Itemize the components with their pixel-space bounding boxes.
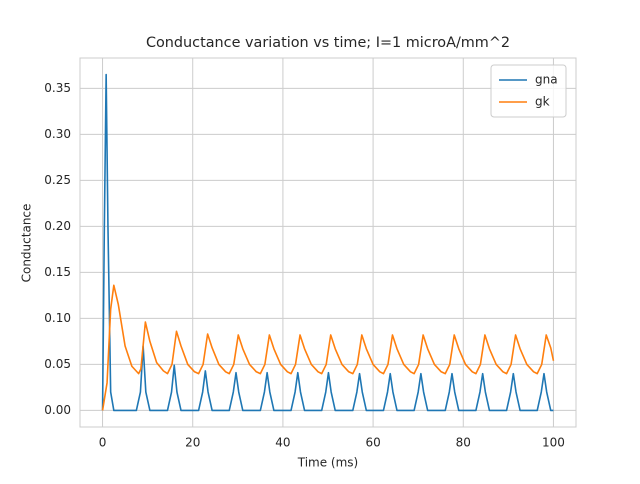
x-tick-label: 60: [365, 436, 380, 450]
legend: gna gk: [490, 64, 567, 118]
y-tick-label: 0.30: [44, 127, 71, 141]
line-series: [101, 73, 554, 412]
y-axis-label: Conductance: [20, 204, 34, 283]
x-tick-label: 80: [456, 436, 471, 450]
line-series: [101, 284, 555, 411]
legend-label: gna: [535, 73, 558, 87]
legend-box: [490, 64, 567, 118]
x-tick-label: 40: [275, 436, 290, 450]
plot-frame: [79, 57, 577, 428]
y-tick-label: 0.10: [44, 311, 71, 325]
legend-label: gk: [535, 95, 550, 109]
y-tick-label: 0.35: [44, 81, 71, 95]
x-tick-label: 20: [185, 436, 200, 450]
chart-title: Conductance variation vs time; I=1 micro…: [146, 35, 510, 51]
y-tick-label: 0.25: [44, 173, 71, 187]
x-tick-label: 100: [542, 436, 565, 450]
x-tick-label: 0: [99, 436, 107, 450]
y-tick-label: 0.20: [44, 219, 71, 233]
x-axis-label: Time (ms): [297, 456, 359, 470]
y-tick-label: 0.15: [44, 265, 71, 279]
y-tick-label: 0.05: [44, 357, 71, 371]
y-tick-label: 0.00: [44, 403, 71, 417]
